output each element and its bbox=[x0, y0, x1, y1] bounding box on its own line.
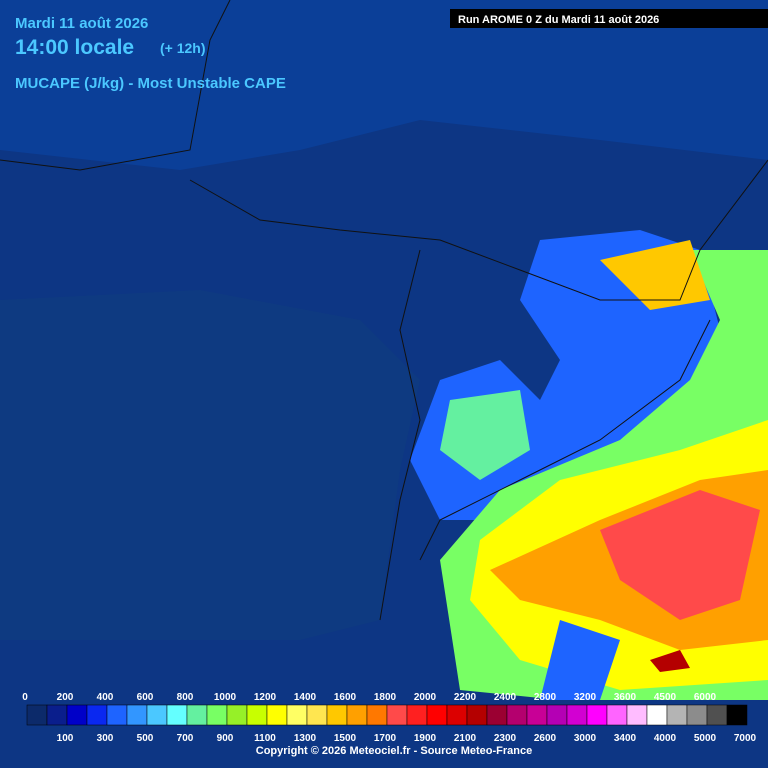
run-label: Run AROME 0 Z du Mardi 11 août 2026 bbox=[458, 14, 659, 26]
colorbar-swatch bbox=[286, 704, 308, 726]
colorbar-label: 2400 bbox=[494, 692, 517, 703]
colorbar-label: 1500 bbox=[334, 733, 357, 744]
colorbar-label: 2200 bbox=[454, 692, 477, 703]
colorbar-swatch bbox=[226, 704, 248, 726]
colorbar-swatch bbox=[386, 704, 408, 726]
colorbar-swatch bbox=[446, 704, 468, 726]
field-blue bbox=[540, 620, 620, 700]
colorbar-swatch bbox=[126, 704, 148, 726]
colorbar-swatch bbox=[326, 704, 348, 726]
colorbar-label: 6000 bbox=[694, 692, 717, 703]
colorbar-label: 400 bbox=[97, 692, 114, 703]
date-label: Mardi 11 août 2026 bbox=[15, 15, 148, 32]
colorbar-label: 1600 bbox=[334, 692, 357, 703]
colorbar-label: 0 bbox=[22, 692, 28, 703]
lead-label: (+ 12h) bbox=[160, 40, 206, 56]
colorbar-swatch bbox=[266, 704, 288, 726]
field-low bbox=[0, 0, 768, 170]
colorbar-label: 2300 bbox=[494, 733, 517, 744]
field-red bbox=[600, 490, 760, 620]
colorbar-swatch bbox=[566, 704, 588, 726]
colorbar-label: 500 bbox=[137, 733, 154, 744]
colorbar-swatch bbox=[246, 704, 268, 726]
colorbar-label: 2800 bbox=[534, 692, 557, 703]
colorbar-label: 3400 bbox=[614, 733, 637, 744]
colorbar-swatch bbox=[146, 704, 168, 726]
parameter-label: MUCAPE (J/kg) - Most Unstable CAPE bbox=[15, 75, 286, 92]
copyright: Copyright © 2026 Meteociel.fr - Source M… bbox=[256, 745, 532, 757]
coastline bbox=[419, 319, 711, 561]
cape-field bbox=[0, 0, 768, 700]
colorbar-swatch bbox=[626, 704, 648, 726]
run-box bbox=[450, 9, 768, 28]
colorbar-swatch bbox=[666, 704, 688, 726]
colorbar-swatch bbox=[86, 704, 108, 726]
colorbar-swatch bbox=[106, 704, 128, 726]
border bbox=[379, 249, 421, 621]
colorbar-label: 1300 bbox=[294, 733, 317, 744]
colorbar-swatch bbox=[466, 704, 488, 726]
colorbar-swatch bbox=[486, 704, 508, 726]
colorbar-swatch bbox=[686, 704, 708, 726]
colorbar-swatch bbox=[406, 704, 428, 726]
colorbar-label: 5000 bbox=[694, 733, 717, 744]
coastline bbox=[0, 0, 231, 171]
field-low bbox=[0, 290, 420, 640]
colorbar-label: 700 bbox=[177, 733, 194, 744]
colorbar-label: 2100 bbox=[454, 733, 477, 744]
colorbar-label: 1000 bbox=[214, 692, 237, 703]
colorbar-swatch bbox=[546, 704, 568, 726]
colorbar-swatch bbox=[26, 704, 48, 726]
colorbar-swatch bbox=[526, 704, 548, 726]
colorbar-swatch bbox=[346, 704, 368, 726]
colorbar-label: 3000 bbox=[574, 733, 597, 744]
colorbar-label: 7000 bbox=[734, 733, 757, 744]
colorbar-label: 2000 bbox=[414, 692, 437, 703]
colorbar-label: 2600 bbox=[534, 733, 557, 744]
colorbar-swatch bbox=[606, 704, 628, 726]
colorbar-label: 1100 bbox=[254, 733, 276, 744]
colorbar-swatch bbox=[586, 704, 608, 726]
colorbar: 0 100 200 300 400 500 600 700 800 900 1000 1100 1200… bbox=[22, 692, 756, 744]
colorbar-swatch bbox=[166, 704, 188, 726]
colorbar-swatch bbox=[186, 704, 208, 726]
colorbar-swatch bbox=[306, 704, 328, 726]
field-darkred bbox=[650, 650, 690, 672]
border bbox=[189, 159, 768, 301]
colorbar-swatch bbox=[66, 704, 88, 726]
colorbar-label: 1900 bbox=[414, 733, 437, 744]
colorbar-swatch bbox=[706, 704, 728, 726]
field-green bbox=[440, 390, 530, 480]
colorbar-swatch bbox=[506, 704, 528, 726]
colorbar-label: 800 bbox=[177, 692, 194, 703]
colorbar-label: 4000 bbox=[654, 733, 677, 744]
colorbar-swatch bbox=[426, 704, 448, 726]
colorbar-label: 1700 bbox=[374, 733, 397, 744]
colorbar-label: 1800 bbox=[374, 692, 397, 703]
borders bbox=[0, 0, 768, 621]
colorbar-swatch bbox=[646, 704, 668, 726]
colorbar-swatch bbox=[206, 704, 228, 726]
colorbar-swatch bbox=[726, 704, 748, 726]
colorbar-label: 100 bbox=[57, 733, 74, 744]
colorbar-label: 3600 bbox=[614, 692, 637, 703]
colorbar-label: 600 bbox=[137, 692, 154, 703]
colorbar-label: 1200 bbox=[254, 692, 277, 703]
colorbar-label: 900 bbox=[217, 733, 234, 744]
colorbar-label: 3200 bbox=[574, 692, 597, 703]
colorbar-label: 4500 bbox=[654, 692, 677, 703]
colorbar-label: 300 bbox=[97, 733, 114, 744]
time-label: 14:00 locale bbox=[15, 36, 134, 59]
colorbar-label: 200 bbox=[57, 692, 74, 703]
colorbar-label: 1400 bbox=[294, 692, 317, 703]
colorbar-swatch bbox=[366, 704, 388, 726]
colorbar-swatch bbox=[46, 704, 68, 726]
